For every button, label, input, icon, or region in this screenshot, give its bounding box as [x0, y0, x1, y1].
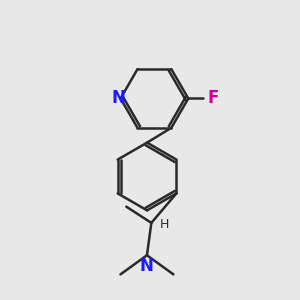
Text: F: F [207, 89, 219, 107]
Text: H: H [160, 218, 169, 231]
Text: N: N [140, 257, 154, 275]
Text: N: N [111, 89, 125, 107]
